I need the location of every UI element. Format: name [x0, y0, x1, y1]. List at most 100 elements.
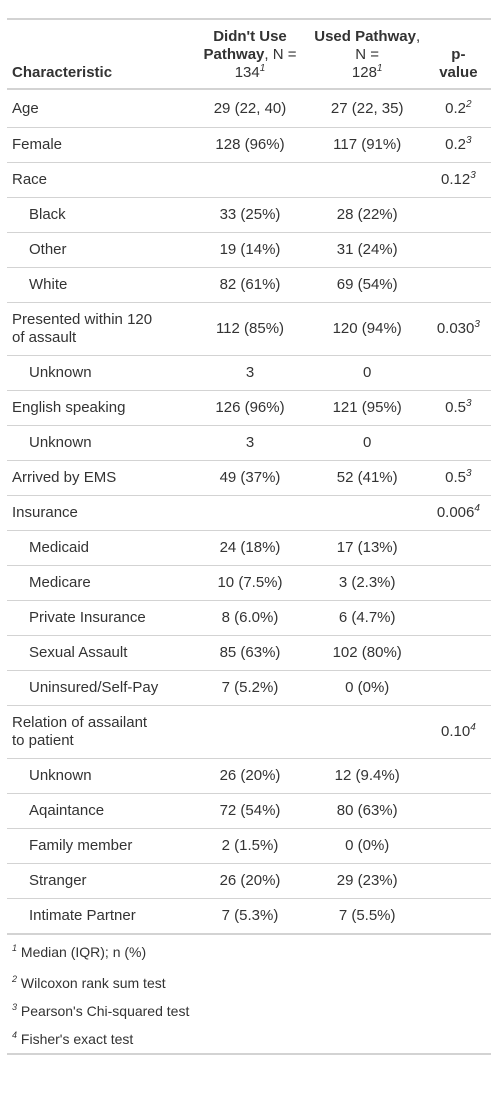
cell-used-pathway: 102 (80%): [308, 635, 426, 671]
header-col1-footnote-mark: 1: [259, 63, 266, 74]
row-label: Sexual Assault: [7, 635, 192, 671]
footnote: 2 Wilcoxon rank sum test: [7, 969, 491, 997]
footnote-row: 3 Pearson's Chi-squared test: [7, 997, 491, 1025]
cell-used-pathway: 12 (9.4%): [308, 758, 426, 794]
header-didnt-use-pathway: Didn't Use Pathway, N = 1341: [191, 19, 309, 90]
cell-didnt-use-pathway: [191, 705, 309, 759]
cell-didnt-use-pathway: [191, 495, 309, 531]
cell-used-pathway: [308, 495, 426, 531]
row-label: Uninsured/Self-Pay: [7, 670, 192, 706]
cell-didnt-use-pathway: 3: [191, 355, 309, 391]
cell-p-value: [425, 355, 491, 391]
cell-didnt-use-pathway: 8 (6.0%): [191, 600, 309, 636]
cell-used-pathway: 0: [308, 425, 426, 461]
row-label: Family member: [7, 828, 192, 864]
table-row: Unknown 3 0: [7, 355, 491, 391]
p-value-footnote-mark: 3: [466, 135, 472, 146]
cell-used-pathway: 17 (13%): [308, 530, 426, 566]
p-value-text: 0.5: [445, 469, 467, 486]
cell-used-pathway: 6 (4.7%): [308, 600, 426, 636]
table-row: Private Insurance 8 (6.0%) 6 (4.7%): [7, 600, 491, 636]
footnote-text: Fisher's exact test: [20, 1031, 134, 1047]
cell-used-pathway: 0: [308, 355, 426, 391]
cell-used-pathway: 120 (94%): [308, 302, 426, 356]
footnote-row: 4 Fisher's exact test: [7, 1025, 491, 1054]
header-col2-count: 128: [351, 64, 377, 81]
row-label: Female: [7, 127, 192, 163]
p-value-footnote-mark: 3: [474, 319, 480, 330]
cell-used-pathway: 27 (22, 35): [330, 99, 404, 117]
table-row: Female 128 (96%) 117 (91%) 0.23: [7, 127, 491, 163]
footnote-text: Median (IQR); n (%): [20, 944, 147, 960]
table-row: Unknown 26 (20%) 12 (9.4%): [7, 758, 491, 794]
cell-p-value: 0.104: [425, 705, 491, 759]
table-row: Medicaid 24 (18%) 17 (13%): [7, 530, 491, 566]
cell-didnt-use-pathway: 10 (7.5%): [191, 565, 309, 601]
header-col2-footnote-mark: 1: [376, 63, 383, 74]
p-value-text: 0.2: [445, 136, 467, 153]
table-row: Presented within 120 of assault 112 (85%) 1…: [7, 302, 491, 356]
row-label: Unknown: [7, 758, 192, 794]
cell-didnt-use-pathway: 82 (61%): [191, 267, 309, 303]
cell-didnt-use-pathway: 2 (1.5%): [191, 828, 309, 864]
header-characteristic: Characteristic: [7, 19, 192, 90]
p-value-footnote-mark: 4: [474, 503, 480, 514]
cell-p-value: [425, 425, 491, 461]
cell-p-value: [425, 600, 491, 636]
cell-didnt-use-pathway: 49 (37%): [191, 460, 309, 496]
cell-didnt-use-pathway: [191, 162, 309, 198]
row-label-line2: of assault: [12, 329, 77, 346]
cell-didnt-use-pathway: 7 (5.2%): [191, 670, 309, 706]
cell-p-value: 0.23: [425, 127, 491, 163]
footnote: 1 Median (IQR); n (%): [7, 933, 491, 969]
header-col2-n-label: , N =: [355, 28, 421, 63]
cell-used-pathway: 28 (22%): [308, 197, 426, 233]
p-value-footnote-mark: 2: [466, 98, 472, 110]
row-label: Intimate Partner: [7, 898, 192, 934]
cell-p-value: [425, 565, 491, 601]
row-label: Presented within 120 of assault: [7, 302, 192, 356]
cell-used-pathway: 80 (63%): [308, 793, 426, 829]
header-col2-name: Used Pathway: [314, 28, 416, 45]
header-p-value: p- value: [425, 19, 491, 90]
table-row: Medicare 10 (7.5%) 3 (2.3%): [7, 565, 491, 601]
cell-p-value: [425, 635, 491, 671]
cell-used-pathway: 3 (2.3%): [308, 565, 426, 601]
cell-used-pathway: 69 (54%): [308, 267, 426, 303]
row-label-line1: Relation of assailant: [12, 714, 148, 731]
cell-p-value: [425, 267, 491, 303]
header-used-pathway: Used Pathway, N = 1281: [308, 19, 426, 90]
cell-used-pathway: [308, 162, 426, 198]
cell-didnt-use-pathway: 128 (96%): [191, 127, 309, 163]
row-label: Age: [12, 99, 39, 117]
footnote-text: Wilcoxon rank sum test: [20, 975, 166, 991]
p-value-footnote-mark: 4: [470, 722, 476, 733]
table-row: Stranger 26 (20%) 29 (23%): [7, 863, 491, 899]
cell-p-value: 0.123: [425, 162, 491, 198]
cell-didnt-use-pathway: 72 (54%): [191, 793, 309, 829]
row-label: English speaking: [7, 390, 192, 426]
row-label: Arrived by EMS: [7, 460, 192, 496]
footnote-row: 1 Median (IQR); n (%): [7, 933, 491, 969]
table-row: Unknown 3 0: [7, 425, 491, 461]
cell-used-pathway: 31 (24%): [308, 232, 426, 268]
header-characteristic-label: Characteristic: [12, 64, 113, 81]
row-label: White: [7, 267, 192, 303]
cell-p-value: [425, 670, 491, 706]
p-value-footnote-mark: 3: [466, 468, 472, 479]
cell-p-value: 0.0303: [425, 302, 491, 356]
cell-used-pathway: 7 (5.5%): [308, 898, 426, 934]
cell-used-pathway: 29 (23%): [308, 863, 426, 899]
table-row: Age 29 (22, 40) 27 (22, 35) 0.22: [7, 89, 491, 128]
row-label: Medicaid: [7, 530, 192, 566]
row-label: Medicare: [7, 565, 192, 601]
header-p-value-top: p-: [451, 46, 466, 63]
p-value-footnote-mark: 3: [466, 398, 472, 409]
cell-didnt-use-pathway: 33 (25%): [191, 197, 309, 233]
row-label: Relation of assailant to patient: [7, 705, 192, 759]
header-col1-n-label: , N =: [264, 46, 297, 63]
cell-p-value: [425, 197, 491, 233]
p-value-text: 0.006: [436, 504, 475, 521]
cell-p-value: [425, 793, 491, 829]
cell-didnt-use-pathway: 3: [191, 425, 309, 461]
